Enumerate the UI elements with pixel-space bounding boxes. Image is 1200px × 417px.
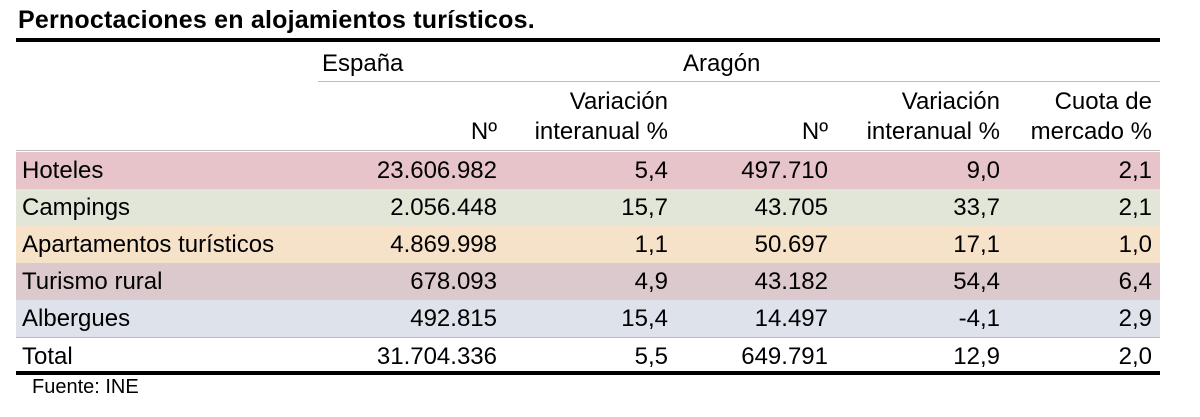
table-row-total: Total 31.704.336 5,5 649.791 12,9 2,0 — [16, 338, 1160, 375]
aragon-number: 14.497 — [754, 305, 828, 332]
aragon-variation: 33,7 — [953, 194, 1000, 221]
aragon-market-share: 6,4 — [1118, 268, 1152, 295]
aragon-variation: 17,1 — [953, 231, 1000, 258]
spain-variation: 15,4 — [621, 305, 668, 332]
column-header-aragon-market-share: Cuota de mercado % — [1030, 88, 1152, 145]
source-note: Fuente: INE — [32, 376, 139, 398]
spain-number: 678.093 — [410, 268, 497, 295]
table-row-campings: Campings 2.056.448 15,7 43.705 33,7 2,1 — [16, 189, 1160, 226]
aragon-variation: 9,0 — [966, 157, 1000, 184]
aragon-market-share: 1,0 — [1118, 231, 1152, 258]
column-header-aragon-number: Nº — [801, 118, 828, 145]
column-header-spain-number: Nº — [470, 118, 497, 145]
bottom-rule — [16, 371, 1160, 375]
spain-variation: 5,4 — [634, 157, 668, 184]
aragon-number: 43.182 — [754, 268, 828, 295]
row-label: Turismo rural — [22, 268, 163, 295]
spain-number: 2.056.448 — [390, 194, 497, 221]
group-label-aragon: Aragón — [683, 50, 761, 77]
spain-number: 23.606.982 — [376, 157, 497, 184]
aragon-variation: -4,1 — [958, 305, 1000, 332]
spain-variation: 1,1 — [634, 231, 668, 258]
row-label: Hoteles — [22, 157, 104, 184]
spain-variation: 4,9 — [634, 268, 668, 295]
row-label: Total — [22, 343, 73, 370]
group-divider — [318, 81, 1160, 82]
table-title: Pernoctaciones en alojamientos turístico… — [18, 6, 535, 34]
aragon-number: 50.697 — [754, 231, 828, 258]
spain-variation: 5,5 — [634, 343, 668, 370]
aragon-variation: 12,9 — [953, 343, 1000, 370]
spain-variation: 15,7 — [621, 194, 668, 221]
spain-number: 4.869.998 — [390, 231, 497, 258]
table-row-apartamentos: Apartamentos turísticos 4.869.998 1,1 50… — [16, 226, 1160, 263]
aragon-market-share: 2,1 — [1118, 194, 1152, 221]
aragon-number: 649.791 — [741, 343, 828, 370]
aragon-number: 497.710 — [741, 157, 828, 184]
column-header-spain-variation: Variación interanual % — [534, 88, 668, 145]
aragon-market-share: 2,1 — [1118, 157, 1152, 184]
group-label-spain: España — [322, 50, 404, 77]
row-label: Albergues — [22, 305, 131, 332]
table-row-turismo-rural: Turismo rural 678.093 4,9 43.182 54,4 6,… — [16, 263, 1160, 300]
aragon-variation: 54,4 — [953, 268, 1000, 295]
aragon-number: 43.705 — [754, 194, 828, 221]
table-row-hoteles: Hoteles 23.606.982 5,4 497.710 9,0 2,1 — [16, 152, 1160, 189]
aragon-market-share: 2,0 — [1118, 343, 1152, 370]
table-row-albergues: Albergues 492.815 15,4 14.497 -4,1 2,9 — [16, 300, 1160, 337]
total-divider — [16, 337, 1160, 338]
row-label: Apartamentos turísticos — [22, 231, 275, 258]
column-header-aragon-variation: Variación interanual % — [866, 88, 1000, 145]
spain-number: 31.704.336 — [376, 343, 497, 370]
aragon-market-share: 2,9 — [1118, 305, 1152, 332]
header-divider — [16, 150, 1160, 151]
row-label: Campings — [22, 194, 131, 221]
spain-number: 492.815 — [410, 305, 497, 332]
top-rule — [16, 38, 1160, 42]
